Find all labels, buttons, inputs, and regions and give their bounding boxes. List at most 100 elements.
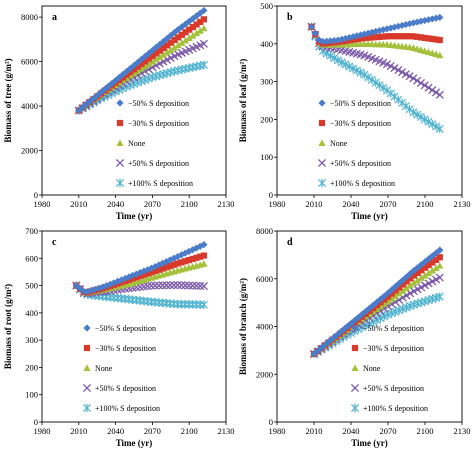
- x-tick-label: 2010: [70, 426, 87, 436]
- data-point: [200, 241, 208, 249]
- legend-label: −50% S deposition: [128, 99, 189, 108]
- data-point: [152, 55, 160, 63]
- data-point: [337, 58, 346, 67]
- data-point: [178, 39, 186, 46]
- data-point: [167, 46, 175, 53]
- data-point: [159, 50, 168, 58]
- data-point: [155, 266, 162, 273]
- data-point: [413, 110, 422, 119]
- panel-b: b 1980 2010 2040 2070 2100 2130 0 100 200 300 400 50…: [238, 1, 471, 221]
- data-point: [151, 263, 159, 271]
- data-point-stroke: [192, 281, 201, 290]
- y-tick-label: 0: [34, 417, 38, 427]
- data-point: [200, 16, 208, 23]
- data-point: [192, 29, 201, 37]
- data-point-stroke: [337, 46, 346, 55]
- data-point: [181, 249, 189, 257]
- data-point: [414, 264, 422, 272]
- data-point: [326, 51, 335, 60]
- data-point: [371, 78, 380, 87]
- data-point: [368, 34, 375, 41]
- data-point: [380, 292, 388, 300]
- data-point: [321, 341, 329, 349]
- legend-marker: [83, 344, 91, 352]
- y-tick-label: 8000: [256, 226, 273, 236]
- data-point: [102, 282, 110, 290]
- x-tick-label: 1980: [34, 426, 51, 436]
- legend-marker: [115, 158, 125, 168]
- legend-label: −50% S deposition: [330, 99, 391, 108]
- data-point: [379, 26, 387, 34]
- data-point: [399, 281, 406, 288]
- data-point: [189, 31, 197, 39]
- data-point-stroke: [162, 281, 171, 290]
- data-point: [148, 269, 155, 276]
- series-0: [310, 246, 444, 358]
- data-point: [311, 29, 319, 37]
- data-point: [175, 34, 182, 41]
- data-point: [361, 34, 368, 42]
- y-tick-label: 200: [260, 114, 273, 124]
- series-0: [75, 6, 208, 115]
- data-point: [156, 47, 163, 54]
- data-point-stroke: [341, 46, 350, 56]
- data-point: [145, 60, 153, 67]
- data-point-stroke: [416, 78, 425, 88]
- legend-marker: [115, 178, 125, 188]
- data-point: [192, 281, 201, 290]
- data-point-stroke: [435, 273, 444, 282]
- data-point: [167, 39, 174, 46]
- data-point-stroke: [395, 295, 404, 304]
- legend-marker: [351, 344, 359, 352]
- data-point: [425, 35, 432, 42]
- x-tick-label: 2010: [306, 199, 323, 209]
- data-point: [425, 261, 432, 269]
- data-point: [151, 281, 160, 290]
- data-point: [115, 73, 123, 82]
- data-point: [338, 35, 346, 43]
- data-point: [395, 289, 403, 297]
- data-point: [154, 281, 163, 290]
- data-point: [428, 266, 436, 274]
- legend-marker: [318, 139, 326, 147]
- data-point: [173, 280, 182, 290]
- legend-marker: [317, 158, 327, 168]
- data-point: [405, 72, 414, 81]
- data-point: [152, 50, 160, 57]
- x-tick-label: 2070: [380, 199, 397, 209]
- data-point: [390, 64, 399, 73]
- data-point: [421, 16, 429, 25]
- y-tick-label: 6000: [256, 274, 273, 284]
- data-point: [436, 254, 443, 261]
- data-point: [340, 326, 348, 334]
- data-point: [319, 38, 327, 46]
- data-point: [428, 15, 436, 23]
- data-point: [372, 27, 380, 36]
- legend-marker: [318, 99, 326, 107]
- x-tick-label: 2100: [417, 199, 434, 209]
- legend-label: +50% S deposition: [128, 159, 189, 168]
- data-point: [352, 66, 361, 75]
- data-point: [369, 301, 377, 309]
- data-point: [431, 88, 441, 97]
- data-point: [364, 73, 373, 82]
- data-point: [432, 122, 441, 131]
- legend-marker: [350, 403, 360, 413]
- data-point: [129, 271, 137, 280]
- data-point: [388, 295, 396, 302]
- data-point: [375, 80, 384, 90]
- x-tick-label: 2010: [70, 199, 87, 209]
- data-point-stroke: [181, 281, 190, 290]
- data-point-stroke: [379, 58, 388, 67]
- legend-label: +100% S deposition: [363, 404, 428, 413]
- data-point: [166, 281, 175, 290]
- legend-label: +100% S deposition: [330, 179, 395, 188]
- data-point: [177, 300, 186, 309]
- data-point: [148, 46, 156, 55]
- data-point: [152, 267, 159, 275]
- data-point: [164, 42, 171, 49]
- data-point: [199, 39, 208, 48]
- data-point: [410, 279, 418, 286]
